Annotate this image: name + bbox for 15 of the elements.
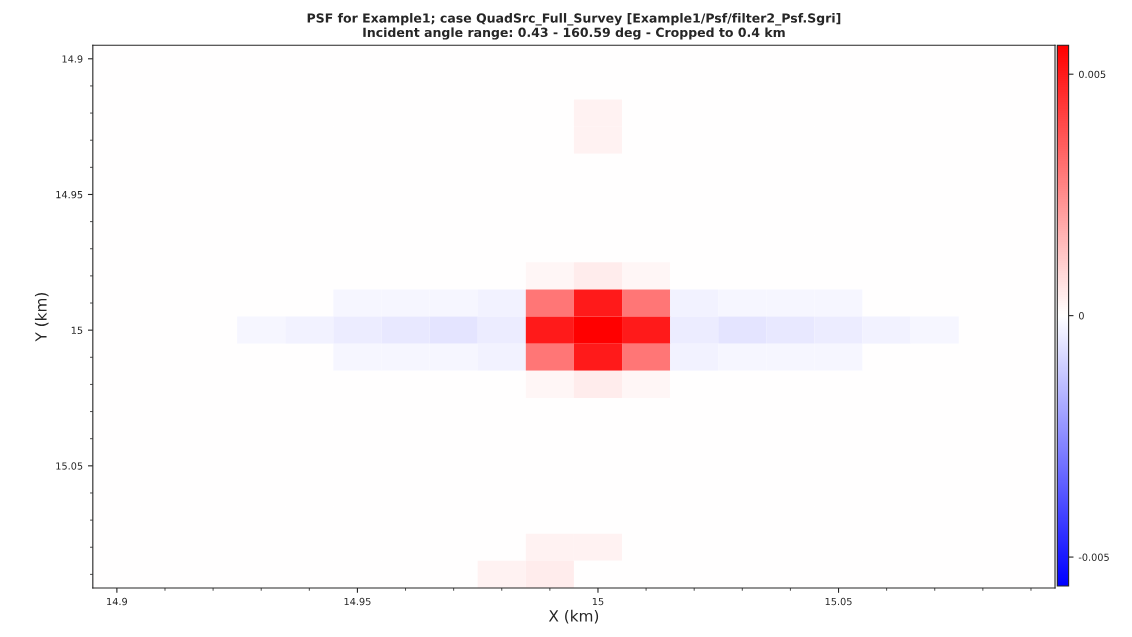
color-bar-label: 0.005: [1078, 70, 1106, 79]
x-tick-label: 15.05: [825, 597, 852, 606]
x-axis-title: X (km): [548, 609, 599, 624]
y-tick-label: 15: [71, 326, 83, 334]
y-tick-label: 14.95: [56, 190, 83, 199]
y-tick-label: 15.05: [56, 462, 83, 470]
color-bar-label: 0: [1078, 312, 1084, 320]
color-bar-label: -0.005: [1078, 553, 1109, 561]
x-tick-label: 14.95: [344, 597, 371, 606]
chart-title: PSF for Example1; case QuadSrc_Full_Survey [Example1/Psf/filter2_Psf.Sgri]: [307, 13, 841, 26]
x-tick-label: 15: [592, 597, 604, 606]
y-tick-label: 14.9: [62, 55, 83, 63]
y-axis-title: Y (km): [34, 292, 49, 342]
x-tick-label: 14.9: [107, 597, 128, 606]
chart-subtitle: Incident angle range: 0.43 - 160.59 deg - Cropped to 0.4 km: [363, 27, 785, 40]
